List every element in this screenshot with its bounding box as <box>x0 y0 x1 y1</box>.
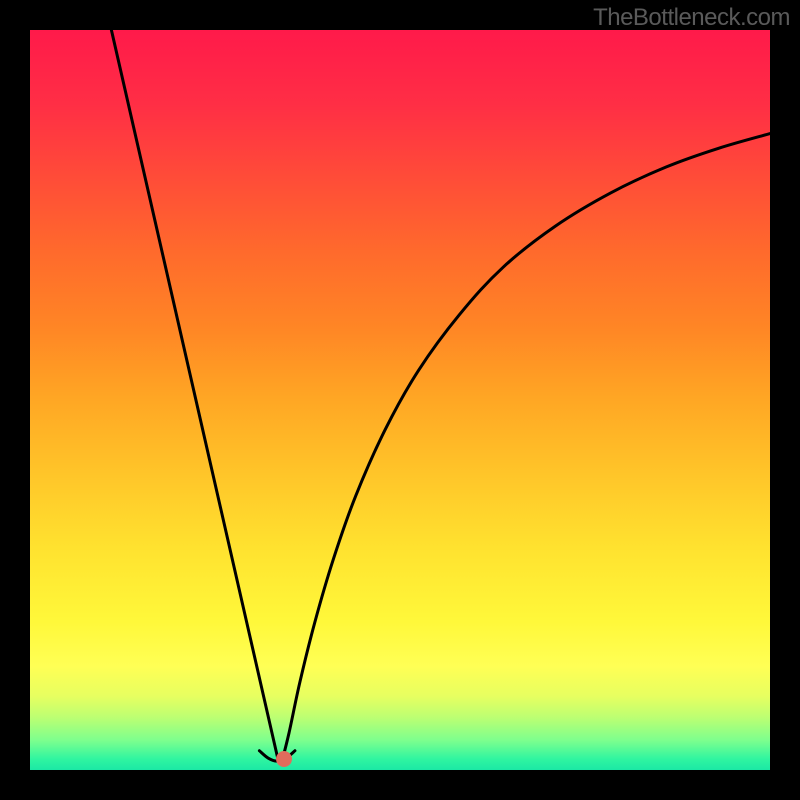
bottleneck-curve <box>30 30 770 770</box>
curve-right-segment <box>282 134 770 763</box>
curve-left-segment <box>111 30 278 759</box>
chart-frame: TheBottleneck.com <box>0 0 800 800</box>
plot-area <box>30 30 770 770</box>
watermark-text: TheBottleneck.com <box>593 4 790 32</box>
optimal-point-marker <box>276 751 292 767</box>
